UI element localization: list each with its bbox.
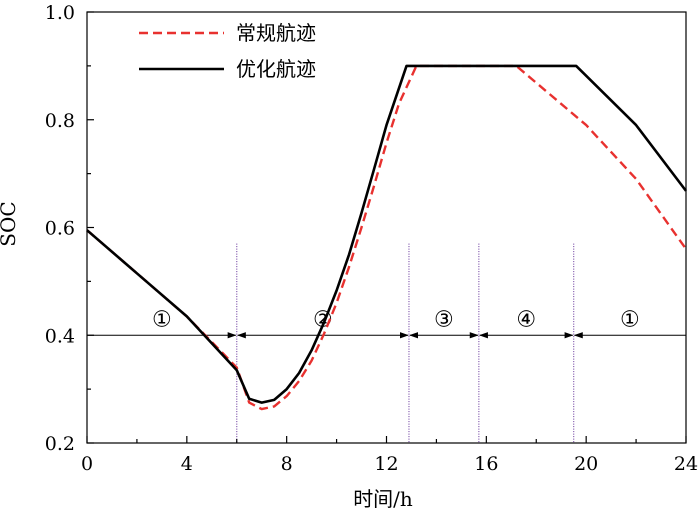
x-tick-label-8: 8 (281, 453, 293, 475)
x-tick-label-0: 0 (81, 453, 93, 475)
y-tick-label-0: 0.2 (45, 433, 75, 455)
phase-label-5: ① (620, 307, 640, 332)
phase-label-bg-5 (614, 304, 645, 333)
legend-label-2: 优化航迹 (236, 57, 316, 81)
plot-frame (86, 11, 687, 444)
y-tick-label-2: 0.6 (45, 218, 75, 240)
y-tick-label-4: 1.0 (45, 2, 75, 24)
x-tick-label-24: 24 (674, 453, 698, 475)
x-axis-title: 时间/h (353, 487, 413, 511)
series-line-1 (86, 64, 687, 411)
phase-label-1: ① (152, 307, 172, 332)
y-tick-label-3: 0.8 (45, 110, 75, 132)
legend-label-1: 常规航迹 (236, 21, 316, 45)
x-tick-label-4: 4 (181, 453, 193, 475)
phase-label-bg-1 (146, 304, 177, 333)
x-tick-label-12: 12 (374, 453, 398, 475)
phase-label-bg-4 (511, 304, 542, 333)
x-tick-label-20: 20 (574, 453, 598, 475)
phase-label-bg-3 (428, 304, 459, 333)
y-tick-label-1: 0.4 (45, 325, 75, 347)
x-tick-label-16: 16 (474, 453, 498, 475)
series-line-2 (86, 64, 688, 404)
phase-label-3: ③ (434, 307, 454, 332)
axes: 0 4 8 12 16 20 24 0.2 0.4 0.6 0.8 1.0 (45, 2, 698, 475)
y-axis-title: SOC (0, 201, 20, 246)
phase-label-4: ④ (516, 307, 536, 332)
